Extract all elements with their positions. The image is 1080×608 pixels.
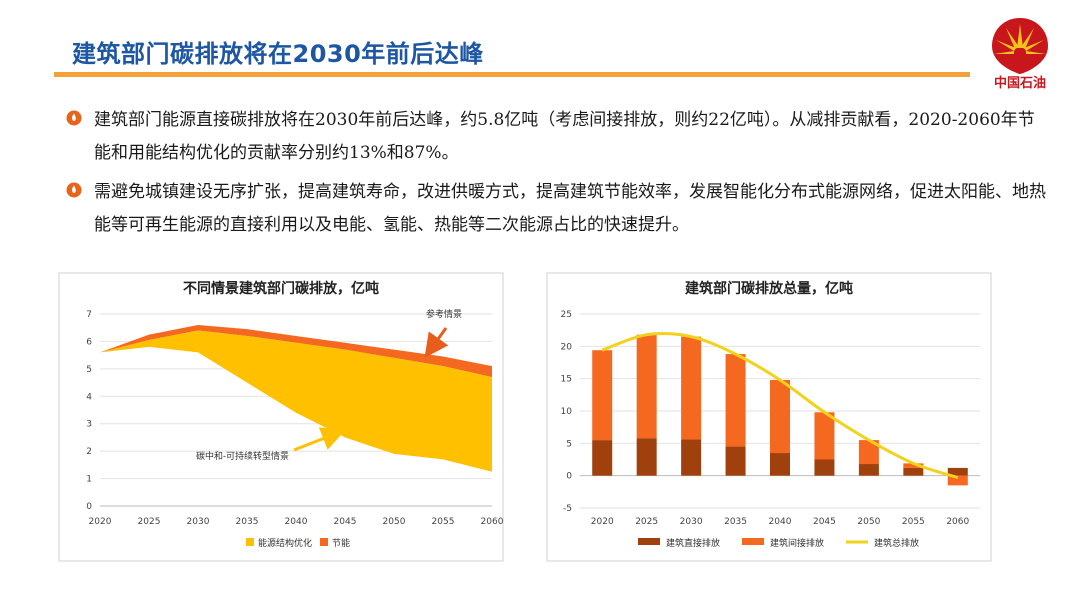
y-tick-label: 20 (561, 342, 573, 352)
x-tick-label: 2050 (383, 517, 406, 527)
annotation-arrow (293, 427, 346, 452)
structure-optimization-area (100, 330, 492, 472)
legend-label: 建筑间接排放 (770, 537, 824, 549)
total-emissions-chart: 建筑部门碳排放总量，亿吨 -5 0 5 10 15 20 25 2020 2025 2030 203… (546, 272, 992, 562)
legend-swatch (638, 538, 660, 545)
x-tick-label: 2040 (285, 517, 308, 527)
y-tick-label: 5 (566, 439, 572, 449)
petrochina-logo-icon (992, 18, 1048, 74)
x-tick-label: 2040 (769, 517, 792, 527)
chart-title: 建筑部门碳排放总量，亿吨 (685, 281, 853, 297)
x-tick-label: 2020 (89, 517, 112, 527)
x-tick-label: 2055 (432, 517, 455, 527)
x-tick-label: 2030 (187, 517, 210, 527)
x-tick-label: 2020 (591, 517, 614, 527)
orange-bullet-icon (66, 182, 82, 198)
x-tick-label: 2060 (481, 517, 504, 527)
x-tick-label: 2025 (635, 517, 658, 527)
y-tick-label: 6 (86, 337, 92, 347)
x-tick-label: 2055 (902, 517, 925, 527)
y-tick-label: 5 (86, 365, 92, 375)
bar-indirect-emission (903, 463, 924, 468)
bar-indirect-emission (770, 379, 790, 454)
y-tick-label: 0 (566, 472, 572, 482)
y-tick-label: -5 (563, 504, 572, 514)
bar-indirect-emission (636, 334, 657, 439)
legend-swatch (320, 538, 328, 546)
x-tick-label: 2030 (680, 517, 703, 527)
scenario-emissions-chart: 不同情景建筑部门碳排放，亿吨 0 1 2 3 4 5 6 7 2020 2025 2030 2035 2… (58, 272, 504, 562)
y-tick-label: 1 (86, 475, 92, 485)
y-tick-label: 3 (86, 420, 92, 430)
y-tick-label: 10 (561, 407, 573, 417)
bullet-text: 需避免城镇建设无序扩张，提高建筑寿命，改进供暖方式，提高建筑节能效率，发展智能化… (94, 182, 1046, 235)
y-tick-label: 4 (86, 392, 92, 402)
y-tick-label: 0 (86, 502, 92, 512)
bar-direct-emission (636, 438, 657, 476)
bar-indirect-emission (947, 475, 968, 486)
bar-direct-emission (770, 453, 790, 476)
chart-title: 不同情景建筑部门碳排放，亿吨 (183, 281, 379, 297)
title-underline (54, 72, 970, 77)
x-tick-label: 2050 (857, 517, 880, 527)
page-title: 建筑部门碳排放将在2030年前后达峰 (72, 40, 484, 68)
chart-frame (58, 272, 504, 562)
legend-label: 建筑直接排放 (666, 537, 720, 549)
bar-direct-emission (681, 439, 702, 476)
x-tick-label: 2035 (724, 517, 747, 527)
total-emission-line (601, 331, 959, 480)
bullet-list: 建筑部门能源直接碳排放将在2030年前后达峰，约5.8亿吨（考虑间接排放，则约2… (66, 104, 1046, 248)
annotation-reference-scenario: 参考情景 (426, 308, 462, 320)
legend-swatch (246, 538, 254, 546)
y-tick-label: 7 (86, 310, 92, 320)
bar-direct-emission (725, 446, 746, 476)
y-tick-label: 15 (561, 375, 572, 385)
bullet-text: 建筑部门能源直接碳排放将在2030年前后达峰，约5.8亿吨（考虑间接排放，则约2… (94, 110, 1035, 163)
y-tick-label: 2 (86, 447, 92, 457)
annotation-neutral-scenario: 碳中和-可持续转型情景 (196, 450, 289, 462)
x-tick-label: 2045 (813, 517, 836, 527)
orange-bullet-icon (66, 110, 82, 126)
bar-indirect-emission (681, 336, 702, 440)
x-tick-label: 2035 (236, 517, 259, 527)
legend-label: 能源结构优化 (258, 537, 312, 549)
logo-text: 中国石油 (993, 76, 1046, 91)
scenario-emissions-plot: 0 1 2 3 4 5 6 7 2020 2025 2030 2035 2040 2045 2050 2055… (58, 272, 504, 562)
bar-direct-emission (858, 464, 879, 476)
bar-direct-emission (947, 467, 968, 476)
y-tick-label: 25 (561, 310, 572, 320)
bar-indirect-emission (592, 350, 613, 441)
x-tick-label: 2025 (138, 517, 161, 527)
legend-label: 建筑总排放 (874, 537, 919, 549)
bar-indirect-emission (858, 440, 879, 465)
bar-direct-emission (903, 467, 924, 476)
legend-label: 节能 (332, 537, 350, 549)
x-tick-label: 2045 (334, 517, 357, 527)
bar-direct-emission (592, 440, 613, 476)
x-tick-label: 2060 (946, 517, 969, 527)
bullet-item-1: 建筑部门能源直接碳排放将在2030年前后达峰，约5.8亿吨（考虑间接排放，则约2… (66, 104, 1046, 170)
bar-direct-emission (814, 459, 835, 476)
bullet-item-2: 需避免城镇建设无序扩张，提高建筑寿命，改进供暖方式，提高建筑节能效率，发展智能化… (66, 176, 1046, 242)
chart-frame (546, 272, 992, 562)
annotation-arrow (424, 327, 449, 358)
bar-indirect-emission (725, 354, 746, 447)
legend-swatch (742, 538, 764, 545)
bar-indirect-emission (814, 412, 835, 460)
